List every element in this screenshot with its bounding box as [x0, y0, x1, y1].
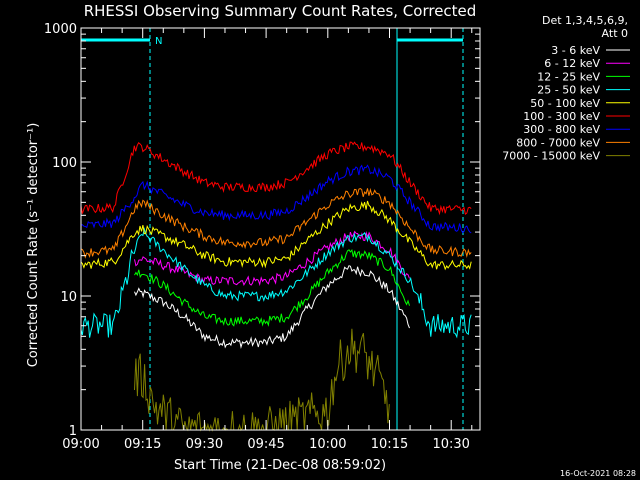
labels: RHESSI Observing Summary Count Rates, Co… [26, 2, 636, 478]
axes: 1 10 100 1000 09:00 09:15 09:30 09:45 10:00 10:15… [44, 22, 481, 452]
x-tick-label: 09:15 [124, 437, 161, 452]
series-line [80, 164, 472, 234]
legend-entry-label: 25 - 50 keV [537, 84, 600, 97]
legend-entry-label: 800 - 7000 keV [516, 136, 600, 149]
x-tick-label: 09:00 [62, 437, 99, 452]
flag-label: N [155, 36, 162, 47]
x-tick-label: 09:45 [247, 437, 284, 452]
x-axis-label: Start Time (21-Dec-08 08:59:02) [174, 458, 386, 473]
y-tick-label: 10 [60, 290, 77, 305]
legend-entry-label: 50 - 100 keV [530, 97, 600, 110]
y-axis-label: Corrected Count Rate (s⁻¹ detector⁻¹) [26, 123, 41, 368]
legend-header: Att 0 [602, 27, 628, 40]
legend-entry-label: 100 - 300 keV [523, 110, 600, 123]
series-line [134, 328, 390, 432]
legend-entry-label: 3 - 6 keV [551, 44, 600, 57]
x-tick-label: 10:00 [309, 437, 346, 452]
legend-header: Det 1,3,4,5,6,9, [542, 14, 628, 27]
legend-entry-label: 7000 - 15000 keV [502, 150, 600, 163]
series-line [80, 141, 472, 216]
x-tick-label: 10:15 [371, 437, 408, 452]
series-line [80, 200, 472, 271]
series-line [134, 230, 410, 287]
legend-entry-label: 300 - 800 keV [523, 123, 600, 136]
x-tick-label: 10:30 [432, 437, 469, 452]
x-tick-label: 09:30 [186, 437, 223, 452]
footer-date: 16-Oct-2021 08:28 [560, 469, 636, 478]
legend-entry-label: 12 - 25 keV [537, 70, 600, 83]
y-tick-label: 100 [52, 156, 77, 171]
legend-entry-label: 6 - 12 keV [544, 57, 600, 70]
series-line [134, 265, 410, 349]
y-tick-label: 1000 [44, 22, 77, 37]
plot-frame [80, 27, 481, 431]
series-line [134, 248, 410, 327]
chart-title: RHESSI Observing Summary Count Rates, Co… [84, 2, 477, 20]
series-line [80, 187, 472, 259]
y-tick-label: 1 [69, 424, 77, 439]
series-layer [80, 141, 472, 432]
